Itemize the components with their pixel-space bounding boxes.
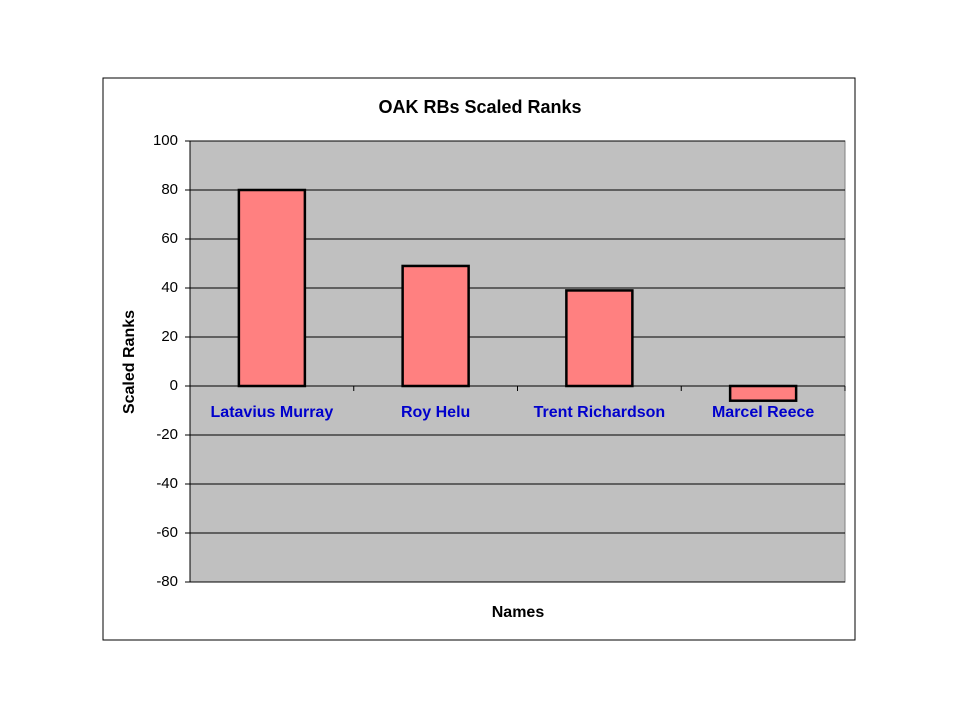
y-axis-title: Scaled Ranks [121,310,138,414]
chart-title: OAK RBs Scaled Ranks [378,97,581,117]
y-tick-label: 0 [170,377,178,394]
bar [565,289,634,388]
x-tick-label: Latavius Murray [211,404,334,421]
y-tick-label: 100 [153,132,178,149]
bar [728,384,798,402]
y-tick-label: 80 [161,181,178,198]
x-tick-label: Trent Richardson [534,404,666,421]
y-tick-label: -40 [156,475,178,492]
x-tick-label: Marcel Reece [712,404,814,421]
x-tick-label: Roy Helu [401,404,470,421]
y-tick-label: 20 [161,328,178,345]
y-tick-label: -60 [156,524,178,541]
bar [401,264,470,388]
y-tick-label: -80 [156,573,178,590]
bar [237,188,307,388]
y-tick-label: 60 [161,230,178,247]
y-tick-label: -20 [156,426,178,443]
y-tick-label: 40 [161,279,178,296]
x-axis-title: Names [492,604,545,621]
